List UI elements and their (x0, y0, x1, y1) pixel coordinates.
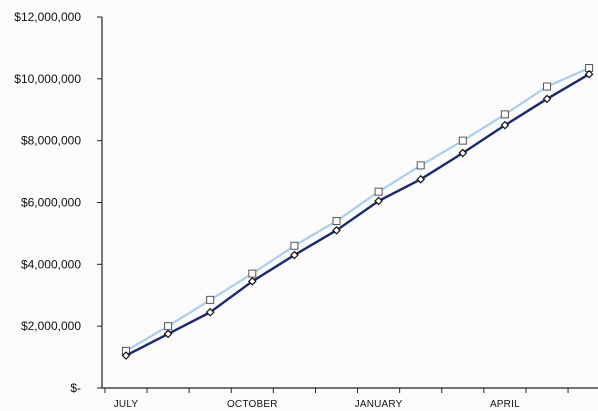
x-tick-label: JANUARY (355, 399, 403, 410)
y-tick-label: $6,000,000 (21, 196, 81, 210)
data-point (205, 307, 215, 317)
data-point (248, 269, 257, 278)
data-point (458, 136, 467, 145)
series-line (125, 73, 590, 357)
data-point (542, 94, 552, 104)
data-point (290, 241, 299, 250)
y-tick-label: $2,000,000 (21, 319, 81, 333)
data-point (584, 69, 594, 79)
data-point (374, 196, 383, 206)
x-tick-label: JULY (114, 399, 139, 410)
data-point (332, 217, 341, 226)
y-tick-label: $4,000,000 (21, 257, 81, 271)
data-point (332, 225, 341, 235)
data-point (416, 161, 425, 170)
data-point (500, 120, 510, 130)
y-tick-label: $10,000,000 (14, 72, 81, 86)
series-line (125, 67, 590, 352)
series-1 (122, 64, 594, 355)
data-point (121, 351, 131, 360)
data-point (458, 148, 468, 158)
axes (101, 17, 598, 389)
x-axis-ticks: JULY OCTOBER JANUARY APRIL (104, 388, 569, 410)
y-tick-label: $8,000,000 (21, 134, 81, 148)
data-point (543, 82, 551, 91)
data-point (374, 187, 383, 196)
y-tick-label: $- (70, 381, 81, 395)
series-2 (121, 69, 594, 360)
data-point (500, 110, 509, 119)
y-tick-label: $12,000,000 (14, 10, 81, 24)
y-axis-ticks: $- $2,000,000 $4,000,000 $6,000,000 $8,000,0… (14, 10, 102, 395)
data-point (206, 295, 215, 304)
x-tick-label: OCTOBER (227, 399, 278, 410)
data-point (290, 250, 299, 260)
data-point (163, 329, 173, 339)
data-point (416, 174, 426, 184)
series-layer (121, 64, 594, 360)
x-tick-label: APRIL (490, 399, 520, 410)
data-point (247, 276, 257, 286)
data-point (164, 322, 173, 331)
